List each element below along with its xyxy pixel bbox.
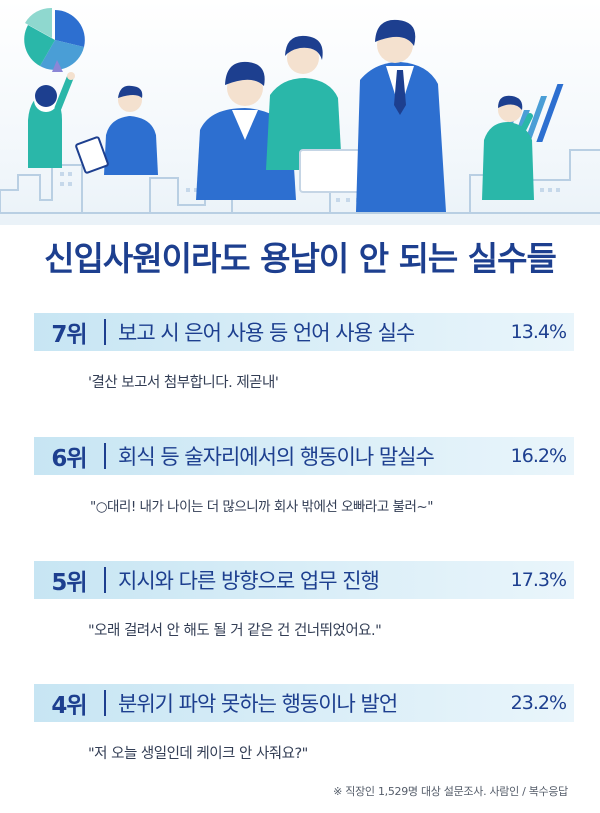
percentage: 16.2% bbox=[510, 445, 567, 467]
example-quote: "○대리! 내가 나이는 더 많으니까 회사 밖에선 오빠라고 불러~" bbox=[90, 499, 433, 515]
ranking-bar: 7위 보고 시 은어 사용 등 언어 사용 실수 13.4% bbox=[34, 313, 574, 351]
mistake-label: 회식 등 술자리에서의 행동이나 말실수 bbox=[118, 445, 435, 469]
percentage: 13.4% bbox=[510, 321, 567, 343]
ranking-bar: 5위 지시와 다른 방향으로 업무 진행 17.3% bbox=[34, 561, 574, 599]
divider bbox=[104, 690, 106, 716]
ranking-item-7: 7위 보고 시 은어 사용 등 언어 사용 실수 13.4% '결산 보고서 첨… bbox=[34, 313, 574, 392]
divider bbox=[104, 319, 106, 345]
ranking-item-4: 4위 분위기 파악 못하는 행동이나 발언 23.2% "저 오늘 생일인데 케… bbox=[34, 684, 574, 763]
divider bbox=[104, 443, 106, 469]
mistake-label: 지시와 다른 방향으로 업무 진행 bbox=[118, 569, 380, 593]
pie-graphic-icon bbox=[24, 7, 85, 72]
rank-label: 4위 bbox=[51, 693, 87, 719]
divider bbox=[104, 567, 106, 593]
mistake-label: 보고 시 은어 사용 등 언어 사용 실수 bbox=[118, 321, 415, 345]
ranking-item-5: 5위 지시와 다른 방향으로 업무 진행 17.3% "오래 걸려서 안 해도 … bbox=[34, 561, 574, 640]
survey-footnote: ※ 직장인 1,529명 대상 설문조사. 사람인 / 복수응답 bbox=[333, 785, 568, 798]
ranking-item-6: 6위 회식 등 술자리에서의 행동이나 말실수 16.2% "○대리! 내가 나… bbox=[34, 437, 574, 515]
example-quote: "저 오늘 생일인데 케이크 안 사줘요?" bbox=[88, 746, 308, 762]
mistake-label: 분위기 파악 못하는 행동이나 발언 bbox=[118, 692, 398, 716]
ranking-bar: 6위 회식 등 술자리에서의 행동이나 말실수 16.2% bbox=[34, 437, 574, 475]
rank-label: 6위 bbox=[51, 446, 87, 472]
rank-label: 5위 bbox=[51, 570, 87, 596]
example-quote: "오래 걸려서 안 해도 될 거 같은 건 건너뛰었어요." bbox=[88, 623, 382, 639]
office-illustration bbox=[0, 0, 600, 225]
ranking-bar: 4위 분위기 파악 못하는 행동이나 발언 23.2% bbox=[34, 684, 574, 722]
office-workers-illustration bbox=[0, 7, 600, 214]
percentage: 17.3% bbox=[510, 569, 567, 591]
percentage: 23.2% bbox=[510, 692, 567, 714]
rank-label: 7위 bbox=[51, 322, 87, 348]
example-quote: '결산 보고서 첨부합니다. 제곧내' bbox=[88, 375, 279, 391]
page-title: 신입사원이라도 용납이 안 되는 실수들 bbox=[44, 239, 557, 278]
